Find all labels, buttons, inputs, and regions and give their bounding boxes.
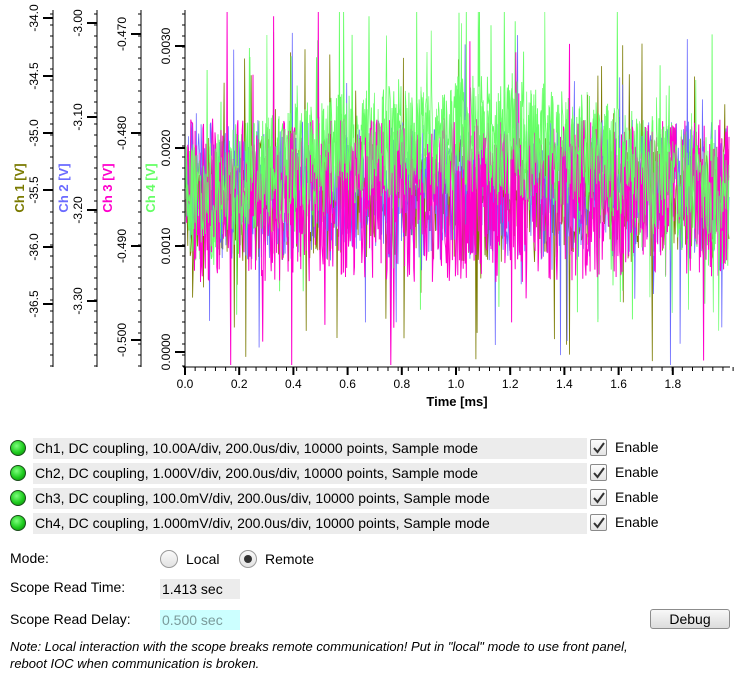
ch4-trace-overlay: [185, 11, 730, 331]
y-tick-label: -36.0: [27, 233, 41, 261]
y-tick-label: -3.30: [71, 287, 85, 315]
y-tick-label: -0.470: [115, 17, 129, 51]
x-tick-label: 1.2: [502, 377, 519, 391]
waveform-traces: [185, 11, 730, 366]
y-tick-label: -36.5: [27, 290, 41, 318]
y-tick-label: -34.0: [27, 4, 41, 32]
channel-1-info: Ch1, DC coupling, 10.00A/div, 200.0us/di…: [33, 438, 587, 459]
remote-radio-label[interactable]: Remote: [265, 551, 315, 567]
x-tick-label: 1.8: [664, 377, 681, 391]
channel-2-enable-checkbox[interactable]: [590, 464, 607, 481]
ch2-axis-label: Ch 2 [V]: [56, 163, 71, 212]
channel-row-4: Ch4, DC coupling, 1.000mV/div, 200.0us/d…: [10, 513, 730, 535]
y-tick-label: 0.0010: [159, 227, 173, 264]
y-tick-label: -35.0: [27, 119, 41, 147]
green-led-icon: [10, 465, 26, 481]
y-tick-label: 0.0020: [159, 129, 173, 166]
local-radio-icon[interactable]: [160, 550, 178, 568]
ch4-axis: 0.0030 0.0020 0.0010 0.0000 Ch 4 [V]: [143, 10, 186, 370]
y-tick-label: -35.5: [27, 176, 41, 204]
scope-read-delay-input[interactable]: 0.500 sec: [160, 610, 240, 630]
channel-1-enable-checkbox[interactable]: [590, 439, 607, 456]
channel-3-info: Ch3, DC coupling, 100.0mV/div, 200.0us/d…: [33, 488, 587, 509]
scope-read-delay-label: Scope Read Delay:: [10, 611, 131, 627]
ch3-axis-label: Ch 3 [V]: [100, 163, 115, 212]
green-led-icon: [10, 515, 26, 531]
checkmark-icon: [593, 467, 605, 479]
channel-2-enable-label[interactable]: Enable: [615, 464, 659, 480]
y-tick-label: 0.0030: [159, 27, 173, 64]
ch1-axis: -34.0 -34.5 -35.0 -35.5 -36.0 -36.5 Ch 1 [V]: [12, 4, 54, 367]
green-led-icon: [10, 440, 26, 456]
time-axis-label: Time [ms]: [426, 394, 487, 409]
x-tick-label: 0.0: [177, 377, 194, 391]
channel-row-2: Ch2, DC coupling, 1.000V/div, 200.0us/di…: [10, 463, 730, 485]
ch2-axis: -3.00 -3.10 -3.20 -3.30 Ch 2 [V]: [56, 9, 98, 367]
x-tick-label: 1.0: [448, 377, 465, 391]
channel-2-info: Ch2, DC coupling, 1.000V/div, 200.0us/di…: [33, 463, 587, 484]
channel-row-1: Ch1, DC coupling, 10.00A/div, 200.0us/di…: [10, 438, 730, 460]
y-tick-label: -0.480: [115, 116, 129, 150]
x-tick-label: 0.6: [339, 377, 356, 391]
x-tick-label: 1.6: [610, 377, 627, 391]
channel-4-enable-checkbox[interactable]: [590, 514, 607, 531]
channel-3-enable-label[interactable]: Enable: [615, 489, 659, 505]
x-tick-label: 0.4: [285, 377, 302, 391]
y-tick-label: -34.5: [27, 62, 41, 90]
local-radio-label[interactable]: Local: [186, 551, 220, 567]
remote-radio-icon[interactable]: [239, 550, 257, 568]
y-tick-label: 0.0000: [159, 333, 173, 370]
channel-1-enable-label[interactable]: Enable: [615, 439, 659, 455]
channel-4-info: Ch4, DC coupling, 1.000mV/div, 200.0us/d…: [33, 513, 587, 534]
ch1-axis-label: Ch 1 [V]: [12, 163, 27, 212]
checkmark-icon: [593, 517, 605, 529]
x-tick-label: 0.8: [393, 377, 410, 391]
ch3-axis: -0.470 -0.480 -0.490 -0.500 Ch 3 [V]: [100, 10, 142, 367]
mode-label: Mode:: [10, 550, 49, 566]
y-tick-label: -3.10: [71, 103, 85, 131]
x-tick-label: 1.4: [556, 377, 573, 391]
channel-3-enable-checkbox[interactable]: [590, 489, 607, 506]
channel-4-enable-label[interactable]: Enable: [615, 514, 659, 530]
scope-read-time-label: Scope Read Time:: [10, 579, 126, 595]
y-tick-label: -3.20: [71, 196, 85, 224]
ch4-axis-label: Ch 4 [V]: [143, 163, 158, 212]
green-led-icon: [10, 490, 26, 506]
y-tick-label: -0.500: [115, 323, 129, 357]
time-axis: 0.0 0.2 0.4 0.6 0.8 1.0 1.2 1.4 1.6 1.8 Time [ms]: [177, 366, 734, 409]
checkmark-icon: [593, 442, 605, 454]
y-tick-label: -3.00: [71, 9, 85, 37]
scope-read-time-value: 1.413 sec: [160, 579, 240, 599]
scope-plot: -34.0-34.5-35.0-35.5-36.0-36.5 Ch 1 [V] …: [12, 4, 734, 409]
checkmark-icon: [593, 492, 605, 504]
x-tick-label: 0.2: [231, 377, 248, 391]
y-tick-label: -0.490: [115, 229, 129, 263]
debug-button[interactable]: Debug: [650, 609, 730, 629]
channel-row-3: Ch3, DC coupling, 100.0mV/div, 200.0us/d…: [10, 488, 730, 510]
note-text: Note: Local interaction with the scope b…: [10, 639, 628, 671]
